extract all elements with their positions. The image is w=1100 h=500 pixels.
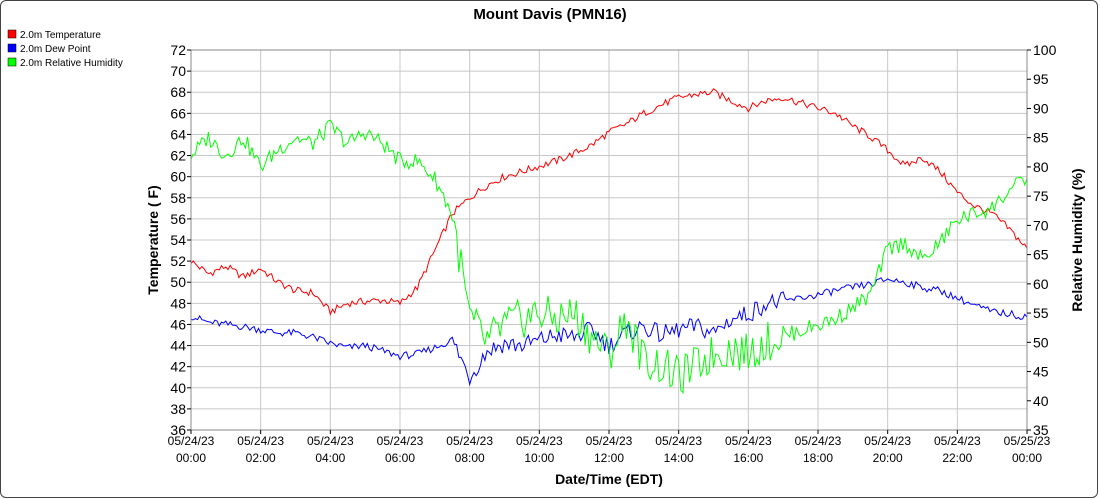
series-line: [190, 277, 1028, 387]
chart-title: Mount Davis (PMN16): [473, 6, 626, 23]
legend-swatch: [7, 43, 17, 53]
y-tick-label: 44: [170, 338, 186, 354]
y-tick-label: 38: [170, 401, 186, 417]
x-tick-time: 06:00: [385, 451, 415, 465]
x-tick-date: 05/24/23: [655, 434, 702, 448]
x-tick-time: 14:00: [664, 451, 694, 465]
x-tick-date: 05/24/23: [864, 434, 911, 448]
x-tick-date: 05/25/23: [1004, 434, 1051, 448]
x-tick-time: 04:00: [315, 451, 345, 465]
y-tick-label: 66: [170, 105, 186, 121]
y-tick-label: 60: [170, 169, 186, 185]
y-tick-label: 72: [170, 42, 186, 58]
y2-tick-label: 90: [1033, 100, 1049, 116]
x-tick-date: 05/24/23: [237, 434, 284, 448]
x-tick-date: 05/24/23: [725, 434, 772, 448]
y-axis-ticks: 36 38 40 42 44 46 48 50 52 54 56 58 60 62 64 66 68 70 72: [170, 42, 191, 438]
x-tick-date: 05/24/23: [307, 434, 354, 448]
y-tick-label: 40: [170, 380, 186, 396]
x-tick-date: 05/24/23: [516, 434, 563, 448]
plot-lines: [190, 88, 1028, 395]
y2-axis-ticks: 35 40 45 50 55 60 65 70 75 80 85 90 95 100: [1027, 42, 1057, 438]
x-tick-date: 05/24/23: [586, 434, 633, 448]
y2-tick-label: 65: [1033, 247, 1049, 263]
y-tick-label: 54: [170, 232, 186, 248]
y-tick-label: 36: [170, 422, 186, 438]
legend: 2.0m Temperature 2.0m Dew Point 2.0m Relat…: [7, 29, 123, 69]
y2-tick-label: 50: [1033, 334, 1049, 350]
y-tick-label: 52: [170, 253, 186, 269]
x-tick-time: 12:00: [594, 451, 624, 465]
y-tick-label: 58: [170, 190, 186, 206]
x-tick-time: 18:00: [803, 451, 833, 465]
x-tick-time: 20:00: [873, 451, 903, 465]
x-axis-title: Date/Time (EDT): [555, 471, 663, 487]
y2-tick-label: 95: [1033, 71, 1049, 87]
x-tick-date: 05/24/23: [446, 434, 493, 448]
x-tick-time: 00:00: [176, 451, 206, 465]
y2-tick-label: 100: [1033, 42, 1057, 58]
y-tick-label: 48: [170, 295, 186, 311]
x-tick-date: 05/24/23: [795, 434, 842, 448]
y2-tick-label: 45: [1033, 364, 1049, 380]
y2-tick-label: 80: [1033, 159, 1049, 175]
grid: [190, 49, 1028, 431]
series-line: [190, 88, 1028, 316]
x-axis-ticks: 05/24/23 00:00 05/24/23 02:00 05/24/23 04:00 0…: [168, 430, 1051, 465]
legend-label: 2.0m Temperature: [20, 30, 101, 41]
y2-tick-label: 55: [1033, 305, 1049, 321]
y-tick-label: 62: [170, 148, 186, 164]
x-tick-date: 05/24/23: [168, 434, 215, 448]
x-tick-date: 05/24/23: [377, 434, 424, 448]
y-tick-label: 56: [170, 211, 186, 227]
legend-swatch: [7, 57, 17, 67]
x-tick-time: 16:00: [733, 451, 763, 465]
y-tick-label: 42: [170, 359, 186, 375]
x-tick-time: 02:00: [246, 451, 276, 465]
y-tick-label: 50: [170, 274, 186, 290]
y-tick-label: 70: [170, 63, 186, 79]
legend-label: 2.0m Dew Point: [20, 44, 91, 55]
y-tick-label: 46: [170, 316, 186, 332]
y-tick-label: 68: [170, 84, 186, 100]
x-tick-time: 22:00: [942, 451, 972, 465]
y2-tick-label: 70: [1033, 217, 1049, 233]
y-tick-label: 64: [170, 126, 186, 142]
y-axis-title: Temperature ( F): [145, 185, 161, 294]
x-tick-time: 10:00: [524, 451, 554, 465]
y2-tick-label: 60: [1033, 276, 1049, 292]
x-tick-date: 05/24/23: [934, 434, 981, 448]
y2-tick-label: 40: [1033, 393, 1049, 409]
legend-swatch: [7, 29, 17, 39]
series-line: [190, 119, 1028, 395]
x-tick-time: 00:00: [1012, 451, 1042, 465]
legend-label: 2.0m Relative Humidity: [20, 58, 123, 69]
x-tick-time: 08:00: [455, 451, 485, 465]
y2-tick-label: 85: [1033, 130, 1049, 146]
y2-tick-label: 75: [1033, 188, 1049, 204]
y2-tick-label: 35: [1033, 422, 1049, 438]
y2-axis-title: Relative Humidity (%): [1069, 168, 1085, 311]
